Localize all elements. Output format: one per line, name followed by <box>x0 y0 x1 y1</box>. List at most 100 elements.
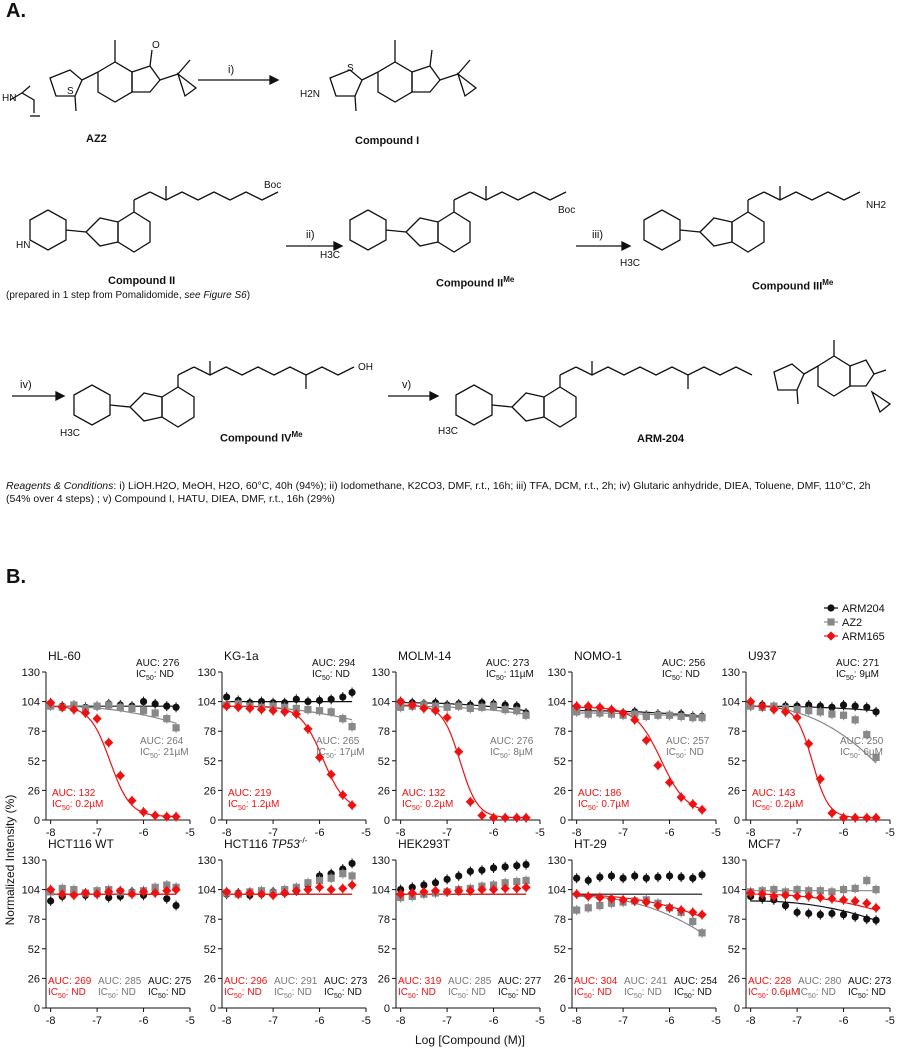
panel-2-point-arm165 <box>245 703 255 714</box>
panel-4-point-az2 <box>654 711 662 719</box>
panel-6-point-az2 <box>58 884 66 893</box>
panel-1-ytick-label: 0 <box>34 815 40 827</box>
panel-5-point-az2 <box>839 711 848 719</box>
panel-9-auc-az2: AUC: 241 <box>624 976 668 987</box>
panel-9-point-arm165 <box>688 907 698 917</box>
panel-10-point-arm165 <box>862 898 872 908</box>
panel-3-point-arm165 <box>407 700 417 710</box>
panel-1-point-arm165 <box>127 796 137 806</box>
panel-6-point-arm165 <box>171 885 181 895</box>
panel-6-ic50-az2: IC50: ND <box>98 987 136 1000</box>
panel-10-point-arm204 <box>851 913 859 921</box>
panel-8-point-arm165 <box>500 883 510 894</box>
panel-10-point-az2 <box>828 888 836 896</box>
panel-10-ytick-label: 0 <box>734 1003 740 1015</box>
panel-9-point-az2 <box>584 904 592 912</box>
panel-3-point-arm165 <box>512 813 522 823</box>
panel-4-auc-az2: AUC: 257 <box>666 736 710 747</box>
panel-1-point-arm204 <box>139 698 148 706</box>
panel-6-auc-arm165: AUC: 269 <box>48 976 92 987</box>
panel-1-point-arm204 <box>172 703 180 711</box>
panel-6-xtick-label: -6 <box>139 1015 149 1027</box>
panel-7-point-az2 <box>315 876 324 885</box>
panel-4-point-az2 <box>689 713 697 722</box>
compound-iv-me-structure <box>73 361 355 428</box>
panel-7-ytick-label: 78 <box>204 914 216 926</box>
panel-1-xtick-label: -6 <box>139 827 149 839</box>
panel-9-ytick-label: 26 <box>554 973 566 985</box>
panel-5-point-arm204 <box>851 702 859 710</box>
label-compound-i: Compound I <box>355 135 420 147</box>
panel-7-auc-az2: AUC: 291 <box>274 976 318 987</box>
panel-2-ytick-label: 130 <box>198 667 216 679</box>
panel-5-point-arm165 <box>815 774 825 784</box>
panel-3-xtick-label: -5 <box>535 827 545 839</box>
panel-8-ytick-label: 78 <box>378 914 390 926</box>
atom-boc-2: Boc <box>558 205 576 216</box>
panel-10-point-arm165 <box>757 889 767 899</box>
panel-6-point-arm165 <box>162 886 172 896</box>
label-compound-iv-me: Compound IVMe <box>220 430 303 445</box>
panel-3-point-arm165 <box>419 703 429 714</box>
panel-1-point-arm165 <box>46 698 56 708</box>
panel-6-title: HCT116 WT <box>48 837 114 851</box>
panel-5-title: U937 <box>748 649 777 663</box>
panel-3-ic50-arm204: IC50: 11µM <box>486 669 534 682</box>
panel-2-auc-az2: AUC: 265 <box>316 736 360 747</box>
panel-5-ytick-label: 26 <box>728 785 740 797</box>
panel-8-point-arm204 <box>501 863 509 871</box>
panel-9-ytick-label: 78 <box>554 914 566 926</box>
panel-5-point-arm204 <box>872 708 880 716</box>
panel-2-point-arm165 <box>326 769 336 780</box>
panel-4-ytick-label: 26 <box>554 785 566 797</box>
label-compound-ii: Compound II <box>108 275 176 287</box>
panel-8-point-az2 <box>513 878 521 886</box>
panel-4-point-arm165 <box>697 805 707 815</box>
panel-6-point-arm165 <box>115 886 125 896</box>
panel-2-point-arm165 <box>314 752 325 762</box>
atom-o: O <box>152 40 160 51</box>
panel-4-point-az2 <box>584 710 592 718</box>
panel-3-ic50-az2: IC50: 8µM <box>490 747 533 760</box>
panel-1-point-arm165 <box>162 811 172 822</box>
panel-9-xtick-label: -7 <box>618 1015 628 1027</box>
panel-2-point-arm165 <box>338 790 348 800</box>
panel-2-point-az2 <box>315 707 324 715</box>
panel-2-point-arm204 <box>339 693 347 701</box>
panel-5-xtick-label: -7 <box>792 827 802 839</box>
panel-5-auc-arm165: AUC: 143 <box>752 788 796 799</box>
panel-5-point-arm165 <box>746 697 756 707</box>
panel-6-point-az2 <box>70 886 78 894</box>
panel-2-xtick-label: -6 <box>315 827 325 839</box>
atom-nh2: NH2 <box>866 200 887 211</box>
panel-1-point-arm165 <box>138 807 149 817</box>
panel-a-label: A. <box>6 0 26 22</box>
panel-5-point-arm165 <box>780 707 791 717</box>
panel-9-auc-arm204: AUC: 254 <box>674 976 718 987</box>
panel-2-ic50-arm204: IC50: ND <box>312 669 350 682</box>
panel-5-point-az2 <box>863 731 871 739</box>
panel-1-point-az2 <box>116 703 124 711</box>
panel-10-ytick-label: 78 <box>728 914 740 926</box>
panel-10-xtick-label: -5 <box>885 1015 895 1027</box>
panel-5-ytick-label: 52 <box>728 756 740 768</box>
panel-10-auc-az2: AUC: 280 <box>798 976 842 987</box>
panel-2-ytick-label: 78 <box>204 726 216 738</box>
panel-2-point-arm165 <box>268 706 278 716</box>
panel-7-xtick-label: -8 <box>222 1015 232 1027</box>
panel-1-ytick-label: 78 <box>28 726 40 738</box>
panel-8-point-arm165 <box>419 887 429 897</box>
panel-10-xtick-label: -8 <box>746 1015 756 1027</box>
compound-ii-note: (prepared in 1 step from Pomalidomide, s… <box>6 290 251 301</box>
panel-6-ytick-label: 52 <box>28 944 40 956</box>
panel-7-ic50-arm204: IC50: ND <box>324 987 362 1000</box>
panel-4-ic50-arm165: IC50: 0.7µM <box>578 799 629 812</box>
panel-5-point-az2 <box>851 716 859 724</box>
panel-10-point-arm165 <box>871 903 881 913</box>
panel-5-ic50-arm165: IC50: 0.2µM <box>752 799 803 812</box>
panel-1-xtick-label: -7 <box>92 827 102 839</box>
panel-10-point-arm165 <box>792 891 802 902</box>
panel-3-point-az2 <box>522 711 530 719</box>
panel-8-point-arm204 <box>455 872 463 880</box>
panel-5-point-az2 <box>828 710 836 718</box>
